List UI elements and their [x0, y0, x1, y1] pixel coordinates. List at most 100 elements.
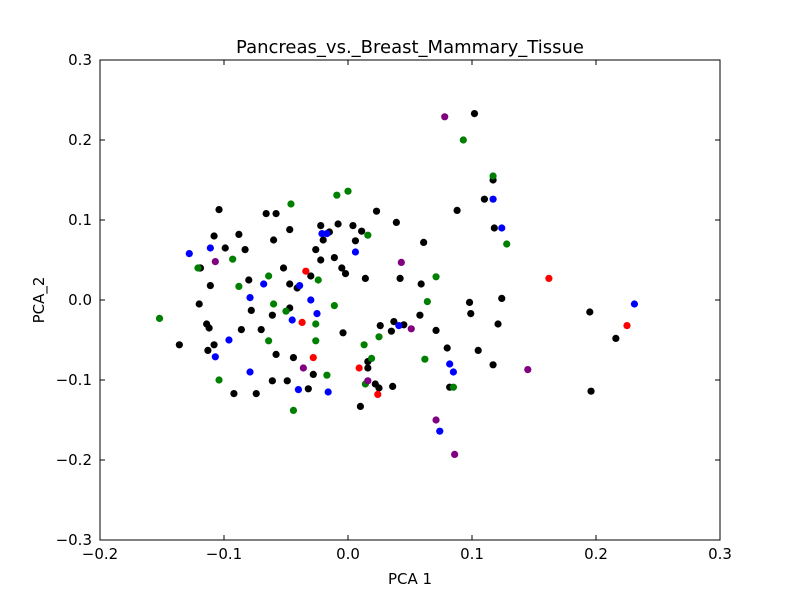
- data-point: [282, 307, 290, 315]
- data-point: [268, 377, 276, 385]
- data-point: [312, 337, 320, 345]
- x-tick-label: 0.0: [336, 545, 360, 563]
- series-1: [185, 195, 639, 435]
- y-tick-label: 0.1: [68, 211, 92, 229]
- data-point: [376, 322, 384, 330]
- data-point: [211, 353, 219, 361]
- data-point: [298, 318, 306, 326]
- plot-frame: [99, 59, 721, 541]
- data-point: [246, 368, 254, 376]
- data-point: [296, 282, 304, 290]
- y-tick-label: −0.2: [56, 451, 92, 469]
- data-point: [397, 258, 405, 266]
- data-point: [358, 227, 366, 235]
- data-point: [436, 427, 444, 435]
- data-point: [247, 306, 255, 314]
- data-point: [623, 322, 631, 330]
- data-point: [459, 136, 467, 144]
- data-point: [375, 333, 383, 341]
- data-point: [480, 195, 488, 203]
- data-point: [262, 210, 270, 218]
- data-point: [229, 255, 237, 263]
- data-point: [470, 110, 479, 118]
- x-tick-label: −0.2: [82, 545, 118, 563]
- data-point: [451, 450, 459, 458]
- data-point: [211, 258, 219, 266]
- data-point: [319, 236, 327, 244]
- data-point: [449, 368, 457, 376]
- data-point: [364, 377, 372, 385]
- data-point: [489, 361, 497, 369]
- data-point: [287, 200, 295, 208]
- data-point: [356, 402, 364, 410]
- data-point: [270, 236, 278, 244]
- data-point: [317, 256, 325, 264]
- data-point: [467, 310, 475, 318]
- y-tick-label: 0.0: [68, 291, 92, 309]
- data-point: [246, 294, 254, 302]
- data-point: [230, 390, 238, 398]
- y-axis-label: PCA_2: [30, 277, 49, 324]
- data-point: [215, 206, 223, 214]
- chart-title: Pancreas_vs._Breast_Mammary_Tissue: [236, 37, 584, 58]
- data-point: [307, 296, 315, 304]
- data-point: [333, 191, 341, 199]
- data-point: [272, 210, 280, 218]
- data-point: [355, 364, 363, 372]
- data-point: [155, 314, 164, 322]
- data-point: [235, 230, 243, 238]
- x-axis-label: PCA 1: [388, 570, 432, 588]
- data-point: [279, 264, 288, 272]
- data-point: [587, 387, 595, 395]
- data-point: [371, 380, 379, 388]
- data-point: [289, 406, 298, 414]
- data-point: [272, 350, 280, 358]
- data-point: [323, 371, 331, 379]
- data-point: [441, 113, 449, 121]
- data-point: [503, 240, 511, 248]
- x-tick-label: −0.1: [206, 545, 242, 563]
- data-point: [260, 280, 268, 288]
- data-point: [339, 329, 347, 337]
- data-point: [630, 300, 639, 308]
- data-point: [474, 346, 482, 354]
- data-point: [265, 272, 273, 280]
- data-point: [185, 250, 193, 258]
- data-point: [374, 390, 382, 398]
- data-point: [465, 298, 474, 306]
- data-point: [312, 246, 320, 254]
- x-tick-label: 0.3: [708, 545, 732, 563]
- x-tick-label: 0.2: [584, 545, 608, 563]
- data-point: [392, 218, 400, 226]
- data-point: [289, 354, 298, 362]
- data-point: [237, 326, 245, 334]
- data-point: [612, 334, 620, 342]
- data-point: [206, 282, 214, 290]
- data-point: [204, 346, 212, 354]
- data-point: [221, 244, 229, 252]
- data-point: [416, 311, 424, 319]
- data-point: [423, 298, 431, 306]
- data-point: [367, 354, 376, 362]
- data-point: [421, 355, 429, 363]
- axis-ticks: −0.2 −0.1 0.0 0.1 0.2 0.3−0.3−0.2−0.10.00.10.…: [56, 51, 732, 563]
- data-point: [283, 377, 291, 385]
- data-point: [453, 206, 461, 214]
- y-tick-label: 0.3: [68, 51, 92, 69]
- data-point: [323, 230, 331, 238]
- data-points: [155, 110, 639, 458]
- data-point: [313, 310, 321, 318]
- data-point: [304, 385, 312, 393]
- data-point: [364, 364, 372, 372]
- data-point: [318, 230, 326, 238]
- data-point: [498, 224, 506, 232]
- data-point: [268, 311, 276, 319]
- data-point: [364, 231, 372, 239]
- data-point: [420, 238, 428, 246]
- data-point: [349, 222, 357, 230]
- data-point: [210, 232, 218, 240]
- data-point: [494, 320, 502, 328]
- data-point: [361, 274, 369, 282]
- series-3: [298, 267, 631, 398]
- data-point: [270, 300, 278, 308]
